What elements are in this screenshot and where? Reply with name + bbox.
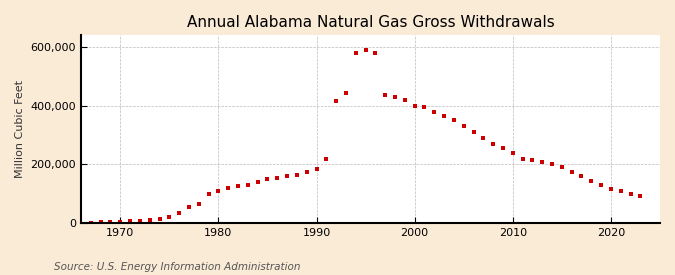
Y-axis label: Million Cubic Feet: Million Cubic Feet <box>15 80 25 178</box>
Title: Annual Alabama Natural Gas Gross Withdrawals: Annual Alabama Natural Gas Gross Withdra… <box>187 15 554 30</box>
Text: Source: U.S. Energy Information Administration: Source: U.S. Energy Information Administ… <box>54 262 300 272</box>
